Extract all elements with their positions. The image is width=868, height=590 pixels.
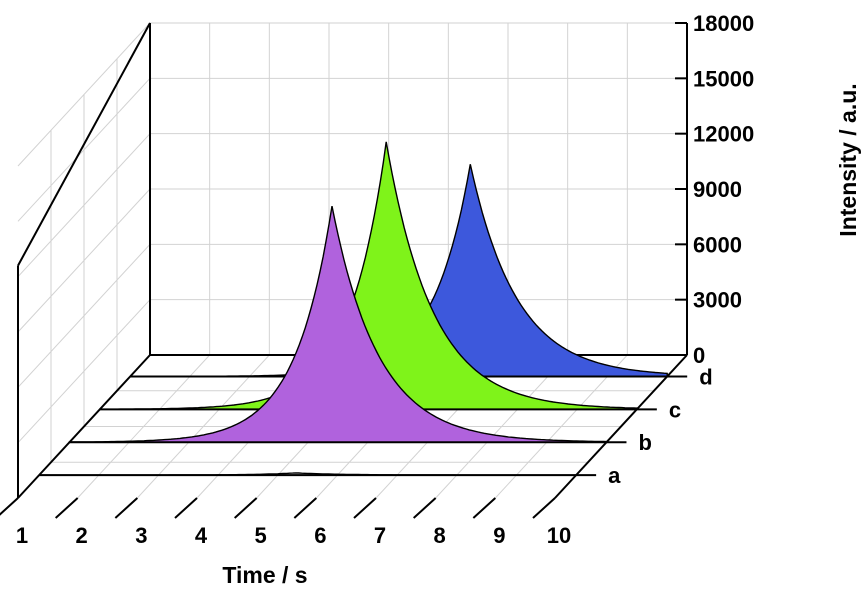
series-group [39, 141, 668, 477]
x-axis-tick [353, 497, 377, 519]
x-axis-tick [233, 497, 258, 519]
z-tick-label: 15000 [693, 66, 754, 91]
x-axis-tick [532, 497, 556, 519]
side-wall-gridline [17, 243, 151, 388]
z-tick-label: 3000 [693, 288, 742, 313]
x-tick-label: 8 [434, 523, 446, 548]
axes-frame [0, 22, 688, 519]
x-tick-label: 9 [493, 523, 505, 548]
x-tick-label: 4 [195, 523, 208, 548]
x-axis-tick [174, 497, 198, 519]
x-axis-tick [54, 497, 79, 519]
tick-labels: 0 3000 6000 9000 12000 15000 18000 1 2 3 4 5 6 7 8 9 10 d… [16, 11, 754, 548]
x-axis-title: Time / s [222, 562, 307, 588]
side-wall-gridline [17, 188, 151, 333]
x-axis-tick [412, 497, 437, 519]
z-axis-title: Intensity / a.u. [835, 83, 861, 236]
x-axis-tick [114, 497, 139, 519]
series-c-label: c [669, 397, 681, 422]
x-tick-label: 2 [76, 523, 88, 548]
z-tick-label: 18000 [693, 11, 754, 36]
x-axis-tick [0, 497, 19, 516]
x-tick-label: 5 [255, 523, 267, 548]
side-wall-gridline [17, 299, 151, 444]
series-a-label: a [608, 463, 621, 488]
series-b-area [68, 205, 608, 443]
z-tick-label: 9000 [693, 177, 742, 202]
x-tick-label: 3 [135, 523, 147, 548]
z-tick-label: 12000 [693, 122, 754, 147]
x-axis-tick [472, 497, 497, 519]
x-tick-label: 1 [16, 523, 28, 548]
x-tick-label: 7 [374, 523, 386, 548]
side-wall-gridline [17, 22, 151, 167]
z-tick-label: 0 [693, 343, 705, 368]
x-tick-label: 6 [314, 523, 326, 548]
x-tick-label: 10 [547, 523, 571, 548]
x-axis-tick [293, 497, 318, 519]
series-c-area [99, 141, 638, 410]
frame-edge-left-top [17, 22, 151, 267]
side-wall-gridline [17, 133, 151, 278]
z-tick-label: 6000 [693, 232, 742, 257]
series-d-label: d [699, 364, 712, 389]
side-wall-gridline [17, 77, 151, 222]
series-b-label: b [638, 430, 651, 455]
